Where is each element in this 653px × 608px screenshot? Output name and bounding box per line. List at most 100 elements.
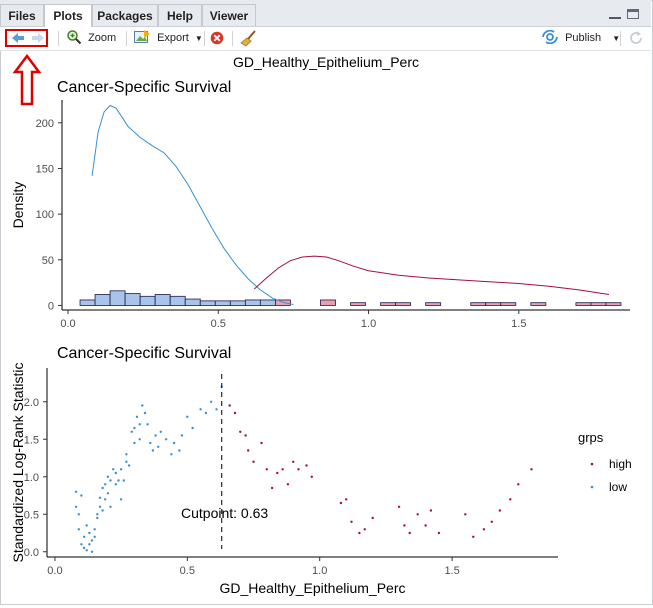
toolbar-divider [232,31,233,46]
point-low [191,426,194,430]
back-arrow-icon[interactable] [10,30,26,46]
point-low [133,426,136,430]
point-low [130,430,133,433]
hist-bar-low [79,299,96,306]
point-low [157,445,160,448]
point-high [403,524,406,527]
hist-bar-high [350,302,366,306]
hist-bar-high [530,302,547,306]
hist-bar-low [214,300,231,306]
x-tick-label: 1.0 [312,565,327,577]
point-high [397,505,401,508]
point-low [85,549,88,552]
top-chart-title: Cancer-Specific Survival [57,79,231,96]
export-button[interactable]: Export ▼ [134,29,203,48]
point-low [93,535,96,538]
point-low [122,479,126,482]
plot-main-title: GD_Healthy_Epithelium_Perc [233,54,419,70]
hist-bar-high [500,302,517,306]
hist-bar-high [395,302,412,306]
point-low [109,479,112,482]
point-high [517,483,520,486]
point-high [363,528,366,531]
point-low [117,479,120,482]
hist-bar-low [259,299,276,306]
point-high [305,464,308,467]
zoom-button[interactable]: Zoom [66,29,116,48]
hist-bar-low [154,294,171,306]
forward-arrow-icon[interactable] [30,30,46,46]
publish-label: Publish [565,32,602,44]
point-low [90,550,94,553]
point-low [74,505,78,508]
y-axis-label: Standardized Log-Rank Statistic [10,363,26,563]
hist-bar-high [274,299,291,306]
x-tick-label: 0.0 [47,565,62,577]
hist-bar-low [244,299,261,306]
y-tick-label: 0 [48,300,54,312]
point-low [80,543,83,546]
point-low [77,528,81,531]
point-low [77,513,81,516]
point-low [82,535,86,538]
point-low [119,468,123,471]
point-low [125,453,128,456]
point-high [247,449,250,452]
point-low [85,524,88,527]
point-high [297,468,300,471]
point-low [186,415,189,418]
hist-bar-low [199,300,216,306]
refresh-icon[interactable] [628,30,644,46]
minimize-pane-icon[interactable] [609,9,621,19]
hist-bar-high [425,302,442,306]
point-high [270,486,274,490]
hist-bar-high [485,302,502,306]
legend-title: grps [578,430,604,445]
tab-packages[interactable]: Packages [92,4,158,26]
maximize-pane-icon[interactable] [627,9,639,19]
tab-files[interactable]: Files [0,4,44,26]
tab-plots[interactable]: Plots [44,4,92,27]
x-tick-label: 0.5 [211,318,226,330]
point-low [96,516,99,520]
point-low [114,471,118,475]
publish-button[interactable]: Publish ▼ [542,29,620,48]
point-low [149,441,152,445]
point-low [164,438,168,441]
x-tick-label: 1.5 [444,565,459,577]
cutpoint-label: Cutpoint: 0.63 [181,505,268,521]
point-high [424,524,427,527]
plot-canvas: GD_Healthy_Epithelium_Perc Cancer-Specif… [10,53,632,596]
plots-toolbar: Zoom Export ▼ Publish ▼ [0,27,651,51]
point-high [371,516,374,520]
point-high [286,483,290,486]
clear-all-broom-icon[interactable] [240,29,258,47]
point-low [104,483,107,486]
point-high [509,498,512,501]
hist-bar-high [320,299,336,306]
density-line-low [91,104,294,305]
density-panel: 0 50 100 150 200 0.0 0.5 1.0 1.5 Density [10,100,630,330]
point-high [265,468,268,471]
point-high [350,520,353,523]
y-tick-label: 200 [36,118,54,130]
bottom-chart-title: Cancer-Specific Survival [57,345,231,362]
point-low [106,492,110,495]
x-tick-label: 1.5 [511,318,526,330]
publish-dropdown-icon: ▼ [612,34,621,43]
hist-bar-low [124,293,141,306]
point-low [133,441,136,445]
point-high [490,520,493,523]
tab-help[interactable]: Help [158,4,202,26]
hist-bar-high [590,302,607,306]
tab-viewer[interactable]: Viewer [202,4,256,26]
remove-plot-icon[interactable] [210,31,224,45]
y-tick-label: 50 [42,255,54,267]
y-tick-label: 1.0 [24,472,39,484]
point-low [104,498,107,501]
hist-bar-high [470,302,487,306]
point-low [96,513,99,516]
point-low [98,505,102,508]
point-high [228,404,231,407]
hist-bar-high [380,302,396,306]
